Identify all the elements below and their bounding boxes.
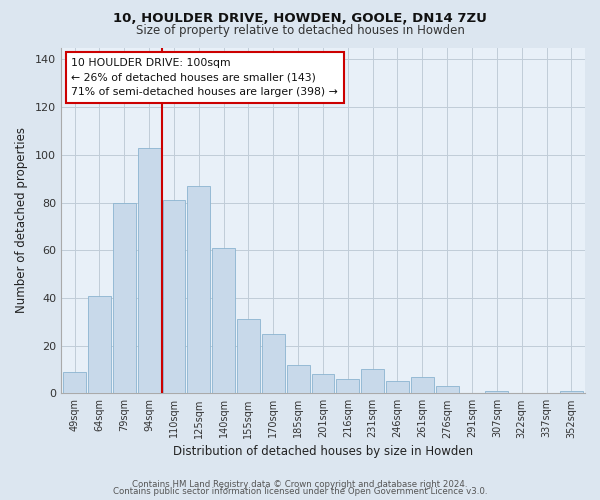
Bar (187, 186, 210, 394)
Text: Contains HM Land Registry data © Crown copyright and database right 2024.: Contains HM Land Registry data © Crown c… (132, 480, 468, 489)
Bar (311, 374, 334, 394)
Text: Size of property relative to detached houses in Howden: Size of property relative to detached ho… (136, 24, 464, 37)
Bar (485, 391, 508, 394)
Bar (337, 379, 359, 394)
Bar (386, 382, 409, 394)
Text: 10 HOULDER DRIVE: 100sqm
← 26% of detached houses are smaller (143)
71% of semi-: 10 HOULDER DRIVE: 100sqm ← 26% of detach… (71, 58, 338, 98)
X-axis label: Distribution of detached houses by size in Howden: Distribution of detached houses by size … (173, 444, 473, 458)
Bar (212, 248, 235, 394)
Bar (287, 364, 310, 394)
Bar (411, 376, 434, 394)
Bar (262, 334, 285, 394)
Bar (163, 200, 185, 394)
Bar (137, 148, 161, 394)
Text: Contains public sector information licensed under the Open Government Licence v3: Contains public sector information licen… (113, 488, 487, 496)
Bar (63, 372, 86, 394)
Text: 10, HOULDER DRIVE, HOWDEN, GOOLE, DN14 7ZU: 10, HOULDER DRIVE, HOWDEN, GOOLE, DN14 7… (113, 12, 487, 26)
Bar (88, 296, 111, 394)
Bar (237, 320, 260, 394)
Bar (436, 386, 458, 394)
Bar (361, 370, 384, 394)
Bar (560, 391, 583, 394)
Y-axis label: Number of detached properties: Number of detached properties (15, 128, 28, 314)
Bar (113, 202, 136, 394)
